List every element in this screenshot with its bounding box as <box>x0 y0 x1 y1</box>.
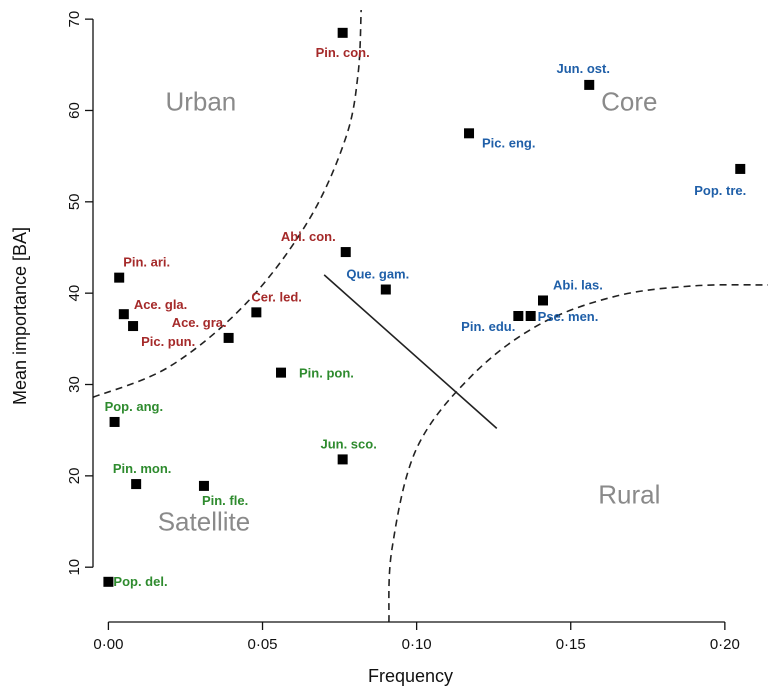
point-label: Pse. men. <box>538 309 599 324</box>
y-tick-label: 20 <box>66 468 83 485</box>
point-marker <box>337 454 348 465</box>
point-marker <box>276 367 287 378</box>
point-marker <box>131 479 142 490</box>
y-tick-label: 50 <box>66 193 83 210</box>
region-label-core: Core <box>601 86 657 116</box>
boundary-layer <box>92 9 769 623</box>
point-marker <box>735 163 746 174</box>
point-label: Pop. ang. <box>105 399 164 414</box>
divider-line <box>323 274 498 429</box>
point-label: Pin. pon. <box>299 366 354 381</box>
region-label-urban: Urban <box>165 86 236 116</box>
point-marker <box>198 480 209 491</box>
y-tick-label: 40 <box>66 285 83 302</box>
y-axis-title: Mean importance [BA] <box>10 227 30 405</box>
point-label: Pin. ari. <box>123 255 170 270</box>
point-marker <box>584 79 595 90</box>
point-marker <box>464 128 475 139</box>
point-label: Pin. con. <box>316 45 370 60</box>
x-tick-label: 0·20 <box>710 636 740 653</box>
x-tick-label: 0·05 <box>248 636 278 653</box>
y-tick-label: 60 <box>66 102 83 119</box>
point-marker <box>380 284 391 295</box>
point-marker <box>128 321 139 332</box>
y-tick-label: 70 <box>66 11 83 28</box>
point-marker <box>340 247 351 258</box>
point-label: Cer. led. <box>251 289 302 304</box>
point-label: Pin. edu. <box>461 319 515 334</box>
point-marker <box>114 272 125 283</box>
region-label-rural: Rural <box>598 479 660 509</box>
point-marker <box>525 311 536 321</box>
point-label: Pic. eng. <box>482 135 535 150</box>
point-marker <box>109 416 120 427</box>
x-tick-label: 0·15 <box>556 636 586 653</box>
point-label: Ace. gra. <box>172 315 227 330</box>
point-label: Jun. sco. <box>320 436 376 451</box>
point-marker <box>337 27 348 38</box>
urban-boundary <box>92 9 362 399</box>
point-label: Pin. mon. <box>113 461 172 476</box>
point-label: Ace. gla. <box>134 297 187 312</box>
point-label: Pic. pun. <box>141 334 195 349</box>
point-label: Abi. las. <box>553 277 603 292</box>
point-marker <box>538 295 548 306</box>
rural-boundary <box>388 283 769 623</box>
x-tick-label: 0·10 <box>402 636 432 653</box>
axes: 10 20 30 40 50 60 70 0·00 0·05 0·10 0·15 0·20 <box>66 11 740 653</box>
point-label: Pin. fle. <box>202 493 248 508</box>
point-label: Que. gam. <box>346 267 409 282</box>
x-tick-label: 0·00 <box>93 636 123 653</box>
point-label: Abi. con. <box>281 229 336 244</box>
point-marker <box>251 307 262 318</box>
y-tick-label: 30 <box>66 376 83 393</box>
y-tick-label: 10 <box>66 559 83 576</box>
point-label: Jun. ost. <box>557 61 610 76</box>
point-label: Pop. tre. <box>694 183 746 198</box>
region-label-satellite: Satellite <box>158 507 251 537</box>
point-marker <box>223 332 234 343</box>
point-label: Pop. del. <box>113 574 167 589</box>
region-labels: Urban Core Satellite Rural <box>158 86 661 536</box>
point-marker <box>118 309 129 320</box>
point-marker <box>103 576 114 587</box>
data-points: Pin. con. Pin. ari. Ace. gla. Pic. pun. Ace.… <box>103 27 746 589</box>
point-marker <box>513 311 524 321</box>
x-axis-title: Frequency <box>368 666 453 686</box>
